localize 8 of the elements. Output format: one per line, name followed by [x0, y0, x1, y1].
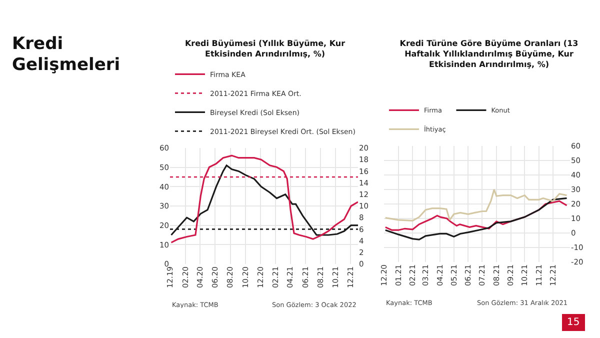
line-series: [384, 188, 568, 222]
chart-title: Kredi Büyümesi (Yıllık Büyüme, Kur Etkisinden Arındırılmış, %): [184, 39, 346, 58]
chart-title: Kredi Türüne Göre Büyüme Oranları (13 Haftalık Yıllıklandırılmış Büyüme, Kur Etkisinden Arındırılmış, %): [400, 39, 578, 69]
line-series: [384, 197, 568, 240]
text: 15: [562, 314, 585, 331]
line-series: [170, 164, 358, 236]
text: Kredi Gelişmeleri: [12, 34, 122, 76]
line-series: [170, 154, 358, 244]
